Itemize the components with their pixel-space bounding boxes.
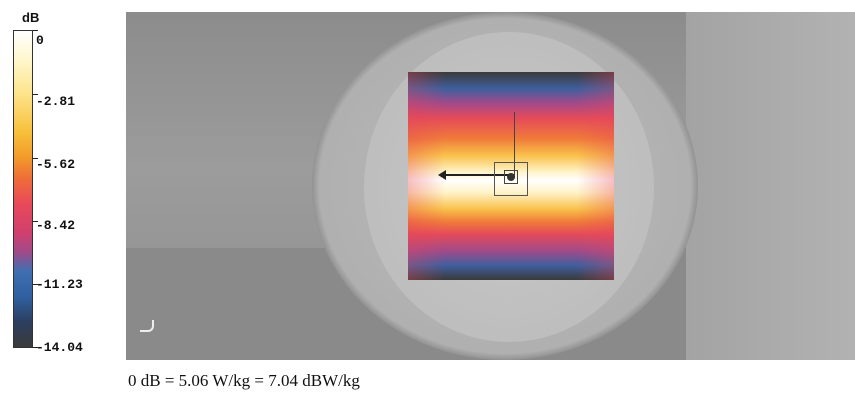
color-scale-legend: dB 0 -2.81 -5.62 -8.42 -11.23 -14.04	[0, 0, 120, 360]
legend-label-1: -2.81	[36, 94, 76, 109]
legend-tick	[33, 284, 38, 285]
legend-label-0: 0	[36, 33, 44, 48]
legend-label-4: -11.23	[36, 277, 83, 292]
legend-tick	[33, 221, 38, 222]
legend-label-2: -5.62	[36, 157, 76, 172]
legend-tick	[33, 347, 38, 348]
sar-caption: 0 dB = 5.06 W/kg = 7.04 dBW/kg	[128, 371, 360, 390]
legend-tick	[33, 158, 38, 159]
background-shade	[686, 12, 855, 360]
legend-label-5: -14.04	[36, 340, 83, 355]
peak-location-box	[504, 170, 518, 184]
legend-label-3: -8.42	[36, 218, 76, 233]
legend-unit-label: dB	[22, 10, 40, 25]
color-scale-bar	[13, 30, 33, 348]
legend-tick	[33, 94, 38, 95]
axis-corner-icon	[140, 320, 154, 332]
legend-tick	[33, 30, 38, 31]
sar-scan-image	[126, 12, 855, 360]
arrow-head-icon	[438, 170, 446, 180]
probe-axis-line	[514, 112, 515, 178]
zoom-scan-box	[494, 162, 528, 196]
probe-arrow	[444, 174, 514, 176]
peak-location-dot	[507, 173, 515, 181]
